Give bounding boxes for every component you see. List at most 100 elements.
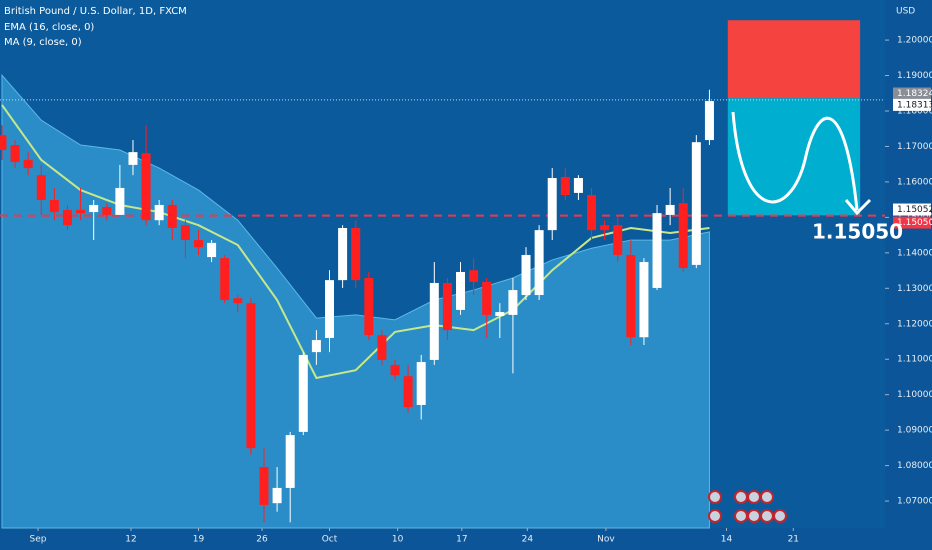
layer: 1.07000 1.08000 1.09000 1.10000 1.11000 1.120… xyxy=(0,20,932,545)
x-tick-label: 10 xyxy=(392,535,404,545)
event-icons xyxy=(708,490,787,523)
candle-body xyxy=(0,135,7,150)
candle-body xyxy=(442,282,452,331)
x-tick-label: 19 xyxy=(193,535,205,545)
y-tick-label: 1.07000 xyxy=(897,497,932,507)
candle-body xyxy=(338,228,348,281)
candle-body xyxy=(482,281,492,315)
x-tick-label: 24 xyxy=(522,535,534,545)
candle-body xyxy=(49,199,59,213)
candle-body xyxy=(141,153,151,221)
candle-body xyxy=(416,362,426,405)
candle-body xyxy=(76,209,86,214)
y-tick-label: 1.09000 xyxy=(897,426,932,436)
candle-body xyxy=(573,178,583,193)
candle-body xyxy=(456,271,466,310)
candle-body xyxy=(193,240,203,248)
candle-body xyxy=(233,298,243,304)
candle-body xyxy=(62,209,72,226)
price-badge xyxy=(893,216,931,229)
candle-body xyxy=(704,101,714,141)
candle-body xyxy=(639,262,649,338)
x-tick-label: 17 xyxy=(456,535,467,545)
candle-body xyxy=(272,487,282,504)
candle-body xyxy=(325,280,335,338)
ema-band xyxy=(1,73,710,529)
y-tick-label: 1.20000 xyxy=(897,36,932,46)
stop-zone xyxy=(727,20,861,99)
candle-body xyxy=(469,270,479,282)
price-badge xyxy=(893,87,931,100)
y-tick-label: 1.18000 xyxy=(897,106,932,116)
x-tick-label: Oct xyxy=(322,535,338,545)
candle-body xyxy=(207,242,217,258)
candle-body xyxy=(128,152,138,165)
forecast-arrow xyxy=(844,198,872,216)
candle-body xyxy=(403,376,413,408)
candle-body xyxy=(665,204,675,215)
y-tick-label: 1.13000 xyxy=(897,284,932,294)
candle-body xyxy=(390,364,400,376)
candle-body xyxy=(600,225,610,231)
y-tick-label: 1.17000 xyxy=(897,142,932,152)
candle-body xyxy=(613,225,623,255)
price-badge xyxy=(893,203,931,216)
candle-body xyxy=(364,278,374,336)
y-tick-label: 1.12000 xyxy=(897,319,932,329)
candle-body xyxy=(508,290,518,315)
x-tick-label: 12 xyxy=(125,535,136,545)
candle-body xyxy=(534,230,544,296)
y-tick-label: 1.19000 xyxy=(897,71,932,81)
candle-body xyxy=(259,467,269,505)
forecast-curve xyxy=(731,111,859,211)
candle-body xyxy=(311,340,321,353)
candle-body xyxy=(351,228,361,281)
candle-body xyxy=(167,204,177,229)
candle-body xyxy=(36,175,46,200)
price-badge-label: 1.18313 xyxy=(897,100,932,110)
legend-ma: MA (9, close, 0) xyxy=(4,37,82,48)
candle-body xyxy=(154,204,164,221)
legend-ema: EMA (16, close, 0) xyxy=(4,22,94,33)
x-tick-label: Nov xyxy=(597,535,615,545)
y-tick-label: 1.14000 xyxy=(897,248,932,258)
candle-body xyxy=(23,159,33,169)
x-tick-label: 26 xyxy=(256,535,268,545)
candle-body xyxy=(521,254,531,296)
price-badge xyxy=(893,98,931,111)
candle-body xyxy=(691,142,701,265)
candle-body xyxy=(89,204,99,213)
candle-body xyxy=(220,258,230,300)
candle-body xyxy=(115,187,125,215)
candle-body xyxy=(652,213,662,288)
candle-body xyxy=(547,178,557,231)
candle-body xyxy=(10,145,20,163)
y-tick-label: 1.10000 xyxy=(897,390,932,400)
candle-body xyxy=(180,225,190,241)
y-tick-label: 1.11000 xyxy=(897,355,932,365)
price-badge-label: 1.15050 xyxy=(897,218,932,228)
candle-body xyxy=(429,282,439,360)
candle-body xyxy=(246,303,256,449)
candle-body xyxy=(587,195,597,231)
symbol-title: British Pound / U.S. Dollar, 1D, FXCM xyxy=(4,6,187,17)
y-tick-label: 1.08000 xyxy=(897,461,932,471)
candle-body xyxy=(298,354,308,432)
candle-body xyxy=(495,312,505,316)
target-zone xyxy=(727,98,861,216)
candle-body xyxy=(285,435,295,488)
currency-label: USD xyxy=(896,7,915,17)
candle-body xyxy=(102,207,112,215)
x-tick-label: 21 xyxy=(788,535,799,545)
target-label: 1.15050 xyxy=(812,220,903,244)
candle-body xyxy=(377,335,387,360)
x-tick-label: 14 xyxy=(721,535,733,545)
price-badge-label: 1.15052 xyxy=(897,205,932,215)
candle-body xyxy=(678,203,688,269)
y-tick-label: 1.16000 xyxy=(897,177,932,187)
candle-body xyxy=(626,254,636,338)
candle-body xyxy=(560,176,570,196)
x-tick-label: Sep xyxy=(30,535,47,545)
